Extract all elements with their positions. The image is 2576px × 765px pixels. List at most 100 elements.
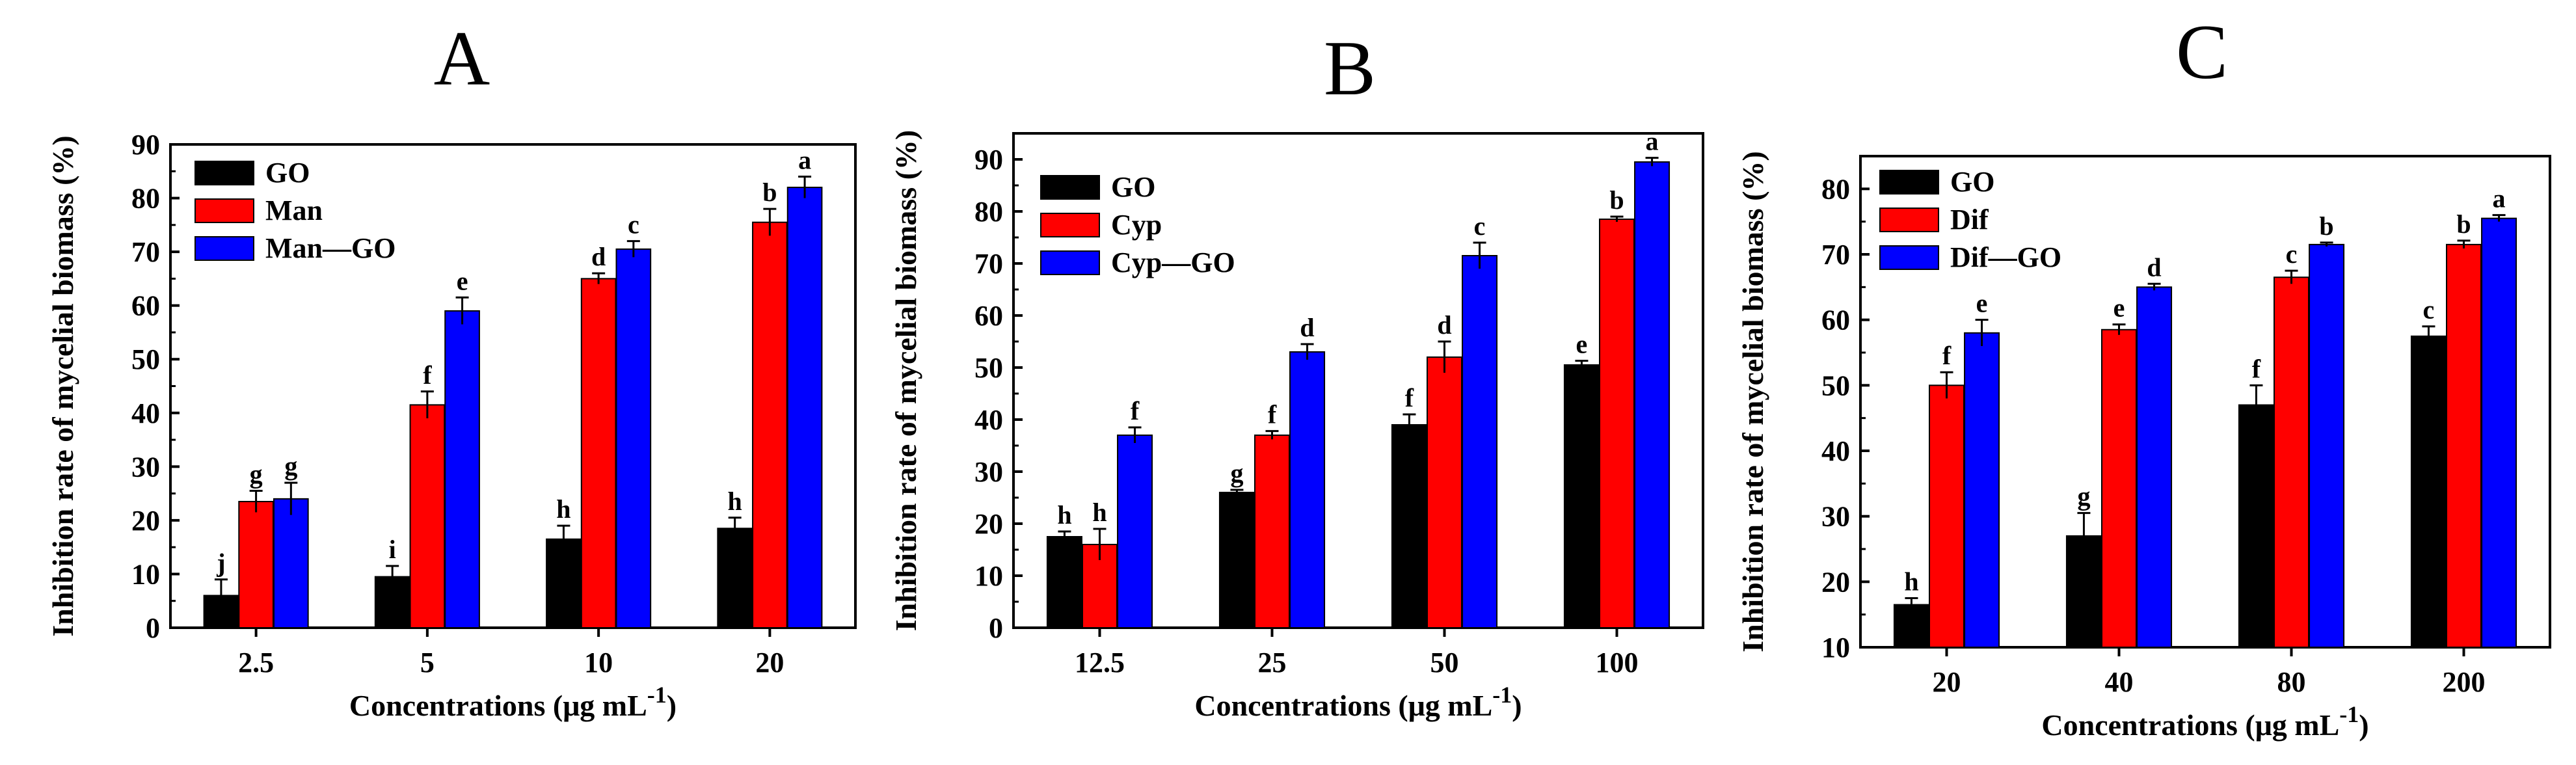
y-tick-label: 30 [131,451,160,483]
x-axis-title-sup: -1 [1492,682,1512,708]
significance-letter: b [1609,185,1624,215]
y-tick-label: 20 [131,505,160,537]
legend-label: Man—GO [265,232,396,264]
legend-label: Cyp—GO [1111,247,1235,278]
y-tick-label: 90 [131,129,160,161]
significance-letter: d [1437,310,1451,340]
bar [1462,255,1498,628]
x-axis-title: Concentrations (μg mL-1) [2041,701,2368,742]
legend-label: Dif [1950,204,1989,235]
significance-letter: h [1057,500,1071,530]
legend-label: Dif—GO [1950,241,2061,273]
bar [1289,351,1326,628]
y-tick-label: 40 [1821,435,1850,467]
legend-swatch [1040,175,1100,200]
bar [1218,492,1255,628]
significance-letter: g [2077,482,2090,511]
significance-letter: h [1092,498,1107,527]
y-tick-label: 60 [131,290,160,322]
x-tick-label: 100 [1596,647,1639,678]
y-tick-label: 50 [131,343,160,375]
legend-swatch [195,198,254,223]
significance-letter: a [2493,184,2506,213]
x-tick-label: 10 [584,647,613,678]
legend-swatch [1040,250,1100,275]
y-tick-label: 80 [974,196,1003,228]
x-tick-label: 200 [2443,666,2486,698]
bar [2446,243,2482,648]
x-tick-label: 50 [1430,647,1459,678]
chart-panel-b: B 0 10 20 30 40 50 60 70 80 90 Inhibition rate of m… [889,25,1704,722]
x-tick-label: 80 [2277,666,2306,698]
x-tick-label: 40 [2105,666,2134,698]
legend-swatch [1040,213,1100,237]
y-tick-label: 50 [1821,369,1850,401]
bar [1929,384,1965,648]
x-tick-label: 12.5 [1075,647,1125,678]
y-tick-label: 60 [974,300,1003,332]
y-tick-label: 40 [131,397,160,429]
y-tick-label: 20 [974,508,1003,540]
significance-letter: b [2456,209,2471,239]
significance-letter: c [2286,239,2298,269]
y-tick-label: 70 [974,248,1003,280]
x-axis-title: Concentrations (μg mL-1) [349,682,677,722]
x-tick-label: 20 [755,647,784,678]
bar [238,500,274,628]
significance-letter: f [1131,396,1140,425]
significance-letter: h [1904,567,1918,597]
significance-letter: a [798,146,811,175]
bar [786,187,823,628]
significance-letter: g [284,451,297,481]
significance-letter: e [1576,330,1588,359]
bar [2481,217,2517,648]
y-tick-label: 0 [146,612,160,644]
significance-letter: f [1268,400,1277,429]
x-axis-title-main: Concentrations (μg mL [2041,708,2339,742]
significance-letter: b [762,178,777,207]
legend-swatch [195,161,254,185]
y-tick-label: 40 [974,404,1003,436]
y-tick-label: 10 [974,560,1003,592]
significance-letter: c [1474,211,1486,241]
legend-label: Cyp [1111,209,1162,241]
x-axis-title-sup: -1 [2339,701,2359,727]
y-tick-label: 90 [974,144,1003,176]
significance-letter: e [457,266,468,295]
x-tick-label: 5 [420,647,435,678]
panel-title: A [434,15,490,101]
y-tick-label: 20 [1821,566,1850,598]
x-axis-title-close: ) [2359,708,2368,742]
bar [1427,356,1462,628]
significance-letter: e [2113,293,2125,323]
legend-label: GO [265,157,310,189]
bar [444,310,480,628]
legend-swatch [1879,208,1939,232]
x-axis-title: Concentrations (μg mL-1) [1194,682,1522,722]
bar [1893,604,1929,648]
y-tick-label: 80 [1821,173,1850,205]
bar [2101,329,2137,648]
legend-label: GO [1111,171,1155,203]
y-tick-label: 10 [131,558,160,590]
significance-letter: f [2252,354,2261,383]
bar [273,498,309,628]
y-tick-label: 10 [1821,632,1850,664]
bar [752,221,788,628]
x-axis-title-close: ) [667,689,677,722]
y-tick-label: 30 [1821,501,1850,533]
bar [580,278,617,628]
bar [1634,161,1670,628]
significance-letter: c [2423,295,2435,325]
bar [1563,364,1600,628]
significance-letter: h [728,487,742,516]
y-tick-label: 80 [131,183,160,215]
plot-frame [1012,132,1704,629]
x-axis-title-close: ) [1512,689,1522,722]
bar [615,248,652,628]
x-tick-label: 25 [1258,647,1287,678]
x-axis-title-sup: -1 [647,682,667,708]
significance-letter: h [556,494,570,524]
legend-label: GO [1950,166,1994,198]
